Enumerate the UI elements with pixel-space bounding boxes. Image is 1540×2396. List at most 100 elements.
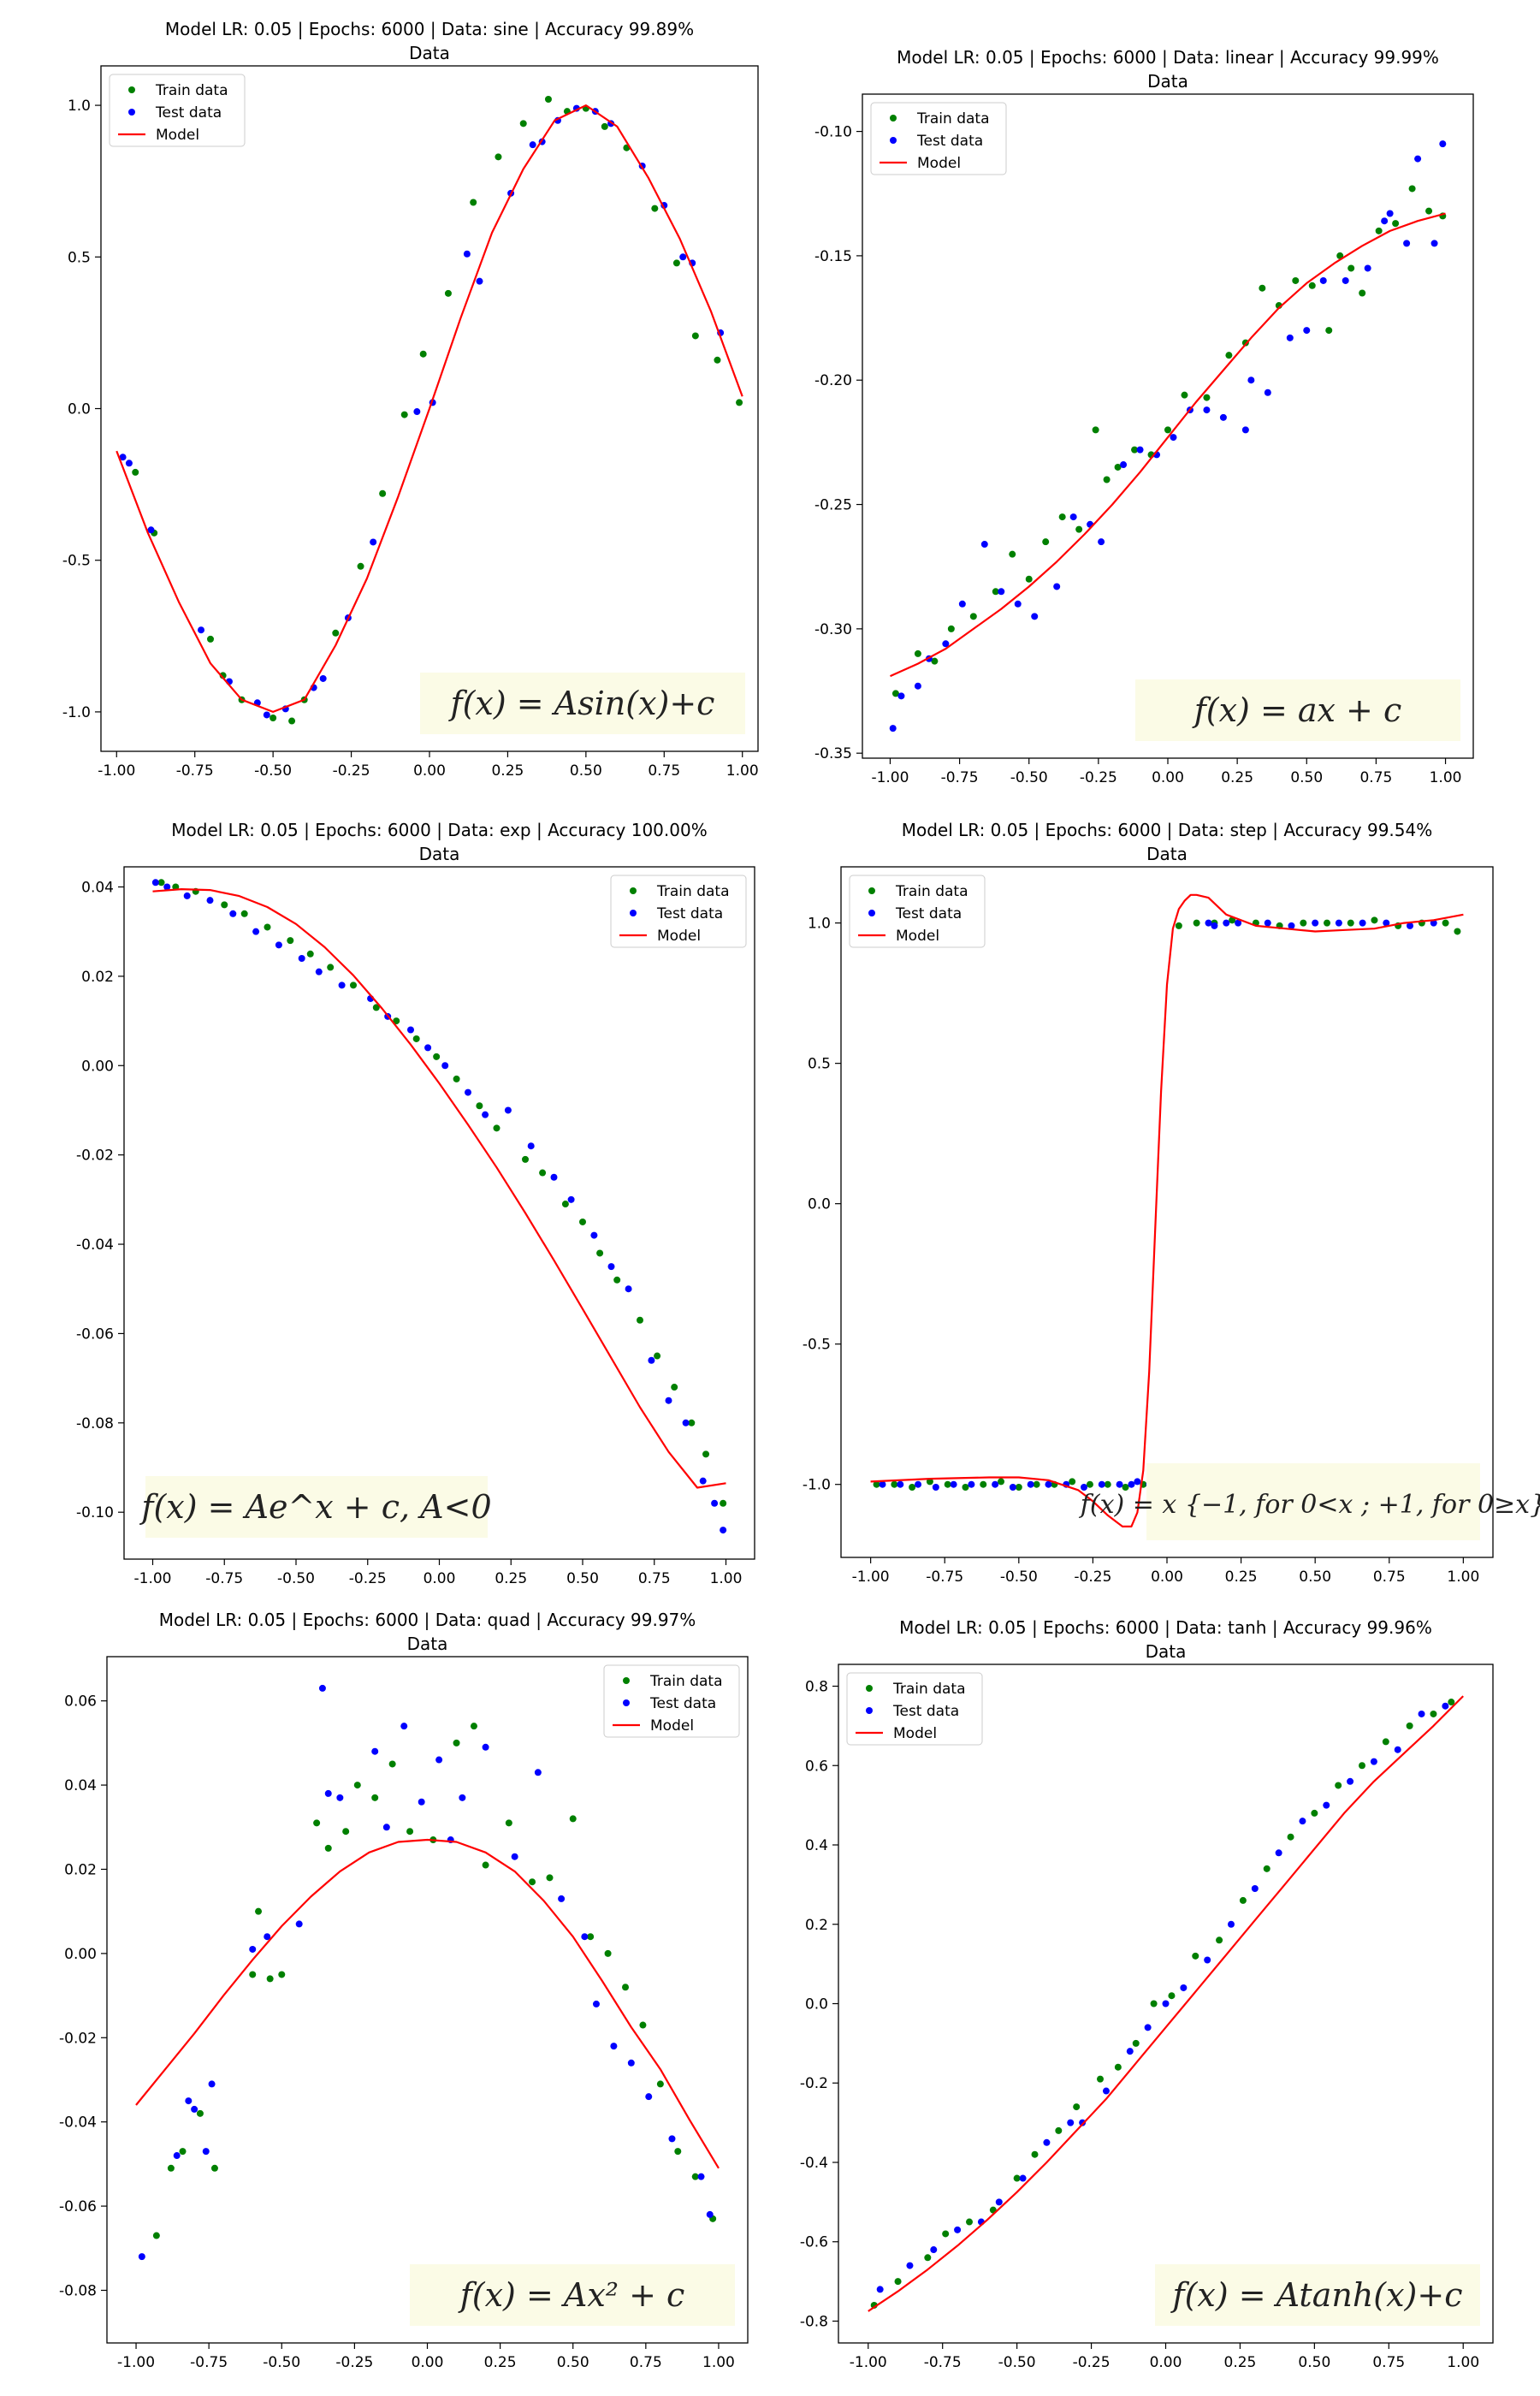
- train-point: [240, 910, 248, 917]
- test-point: [229, 910, 237, 917]
- legend-frame: [870, 102, 1007, 175]
- y-tick-label: -0.10: [76, 1504, 114, 1521]
- test-point: [1126, 2048, 1134, 2055]
- chart-title: Model LR: 0.05 | Epochs: 6000 | Data: li…: [897, 47, 1439, 68]
- train-point: [255, 1907, 263, 1915]
- train-point: [1325, 327, 1333, 335]
- train-point: [1175, 922, 1182, 929]
- test-point: [527, 1142, 535, 1150]
- test-point: [147, 526, 155, 534]
- train-point: [587, 1933, 595, 1941]
- test-point: [954, 2226, 962, 2233]
- chart-title: Model LR: 0.05 | Epochs: 6000 | Data: qu…: [159, 1610, 696, 1630]
- plot-area: [870, 893, 1464, 1527]
- train-point: [332, 629, 340, 637]
- y-tick-label: -0.20: [814, 372, 852, 389]
- x-tick-label: -0.25: [1074, 1569, 1111, 1586]
- x-tick-label: -1.00: [134, 1570, 172, 1587]
- y-tick-label: -0.2: [800, 2075, 828, 2092]
- train-point: [926, 1478, 933, 1486]
- y-tick-label: -0.30: [814, 621, 852, 638]
- legend-label-model: Model: [650, 1717, 694, 1735]
- y-tick-label: 0.02: [64, 1861, 97, 1878]
- train-point: [453, 1739, 460, 1747]
- plot-frame: [100, 65, 759, 752]
- train-point: [1239, 1896, 1247, 1904]
- test-point: [249, 1945, 257, 1953]
- train-point: [1025, 575, 1033, 583]
- test-point: [980, 541, 988, 549]
- y-tick-label: 0.00: [81, 1058, 114, 1075]
- y-tick-label: -0.04: [59, 2114, 97, 2132]
- x-tick-label: 1.00: [726, 762, 759, 780]
- train-point: [914, 649, 921, 657]
- formula-background: [410, 2264, 735, 2326]
- x-tick-label: 1.00: [1447, 1569, 1479, 1586]
- train-point: [1097, 2075, 1104, 2083]
- train-point: [688, 1419, 696, 1426]
- legend-label-model: Model: [893, 1725, 937, 1742]
- legend-frame: [846, 1672, 983, 1746]
- train-point: [671, 1384, 678, 1391]
- test-point: [206, 897, 214, 904]
- test-point: [183, 892, 191, 899]
- test-point: [163, 883, 171, 891]
- train-point: [1263, 1865, 1270, 1872]
- x-tick-label: -0.50: [1000, 1569, 1038, 1586]
- y-tick-label: -1.0: [62, 704, 91, 721]
- train-point: [1031, 2150, 1039, 2158]
- train-point: [947, 625, 955, 632]
- model-line: [870, 893, 1464, 1527]
- y-tick-label: 0.02: [81, 969, 114, 986]
- x-tick-label: -0.75: [205, 1570, 243, 1587]
- test-point: [1098, 1480, 1105, 1488]
- x-tick-label: -1.00: [850, 2354, 887, 2371]
- legend-label-train: Train data: [155, 82, 228, 99]
- train-point: [470, 199, 477, 206]
- x-tick-label: 0.25: [1224, 2354, 1257, 2371]
- train-point: [1013, 2174, 1021, 2182]
- test-point: [1347, 1777, 1354, 1785]
- legend-label-train: Train data: [916, 110, 990, 128]
- y-tick-label: 0.8: [805, 1679, 828, 1696]
- train-point: [419, 350, 427, 358]
- train-point: [157, 879, 165, 887]
- test-point: [263, 711, 270, 719]
- train-point: [132, 468, 139, 476]
- test-point: [1219, 413, 1227, 421]
- model-line: [135, 1838, 720, 2169]
- test-point: [465, 1088, 471, 1096]
- x-tick-label: 0.50: [557, 2354, 589, 2371]
- formula-box: f(x) = Ae^x + c, A<0: [139, 1476, 492, 1538]
- x-tick-label: 0.25: [491, 762, 524, 780]
- train-point: [1104, 1480, 1111, 1488]
- formula-text: f(x) = Atanh(x)+c: [1170, 2276, 1463, 2314]
- train-point: [379, 489, 387, 497]
- test-point: [318, 1684, 326, 1692]
- train-point: [1287, 1833, 1294, 1841]
- formula-text: f(x) = ax + c: [1192, 691, 1402, 729]
- formula-box: f(x) = ax + c: [1135, 679, 1460, 741]
- test-point: [995, 2198, 1003, 2206]
- train-point: [1203, 394, 1211, 401]
- test-point: [897, 1480, 904, 1488]
- train-point: [1359, 1762, 1365, 1770]
- plot-frame: [838, 1664, 1494, 2344]
- train-point: [1069, 1478, 1076, 1486]
- test-point: [1288, 922, 1295, 929]
- plot-area: [151, 879, 727, 1534]
- chart-subtitle: Data: [1146, 1641, 1187, 1662]
- train-point: [672, 259, 680, 267]
- test-point: [173, 2152, 181, 2160]
- test-point: [567, 1195, 575, 1203]
- train-point: [691, 332, 699, 340]
- legend-train-marker: [623, 1677, 630, 1684]
- legend-test-marker: [890, 137, 897, 144]
- test-point: [1019, 2174, 1027, 2182]
- train-point: [1033, 1480, 1040, 1488]
- x-tick-label: 0.00: [413, 762, 446, 780]
- x-tick-label: 0.00: [412, 2354, 444, 2371]
- test-point: [1045, 1480, 1052, 1488]
- train-point: [350, 982, 357, 989]
- test-point: [590, 1231, 598, 1239]
